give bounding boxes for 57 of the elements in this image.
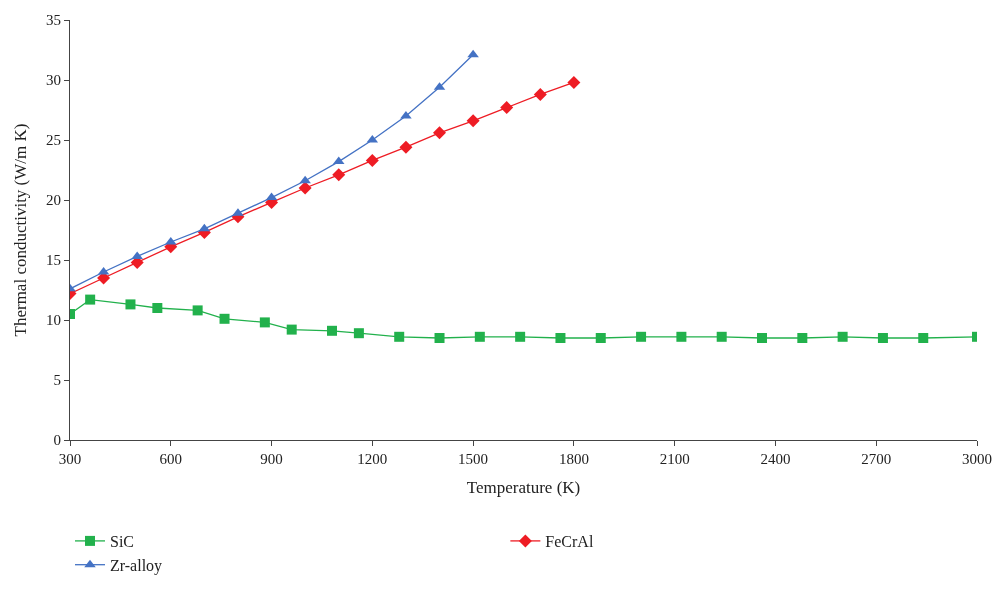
- point: [533, 87, 547, 101]
- point: [636, 331, 647, 342]
- x-tick-label: 2100: [659, 451, 690, 467]
- point: [500, 101, 514, 115]
- legend-label: Zr-alloy: [110, 556, 163, 575]
- y-tick-label: 5: [53, 372, 61, 389]
- point: [219, 313, 230, 324]
- point: [837, 331, 848, 342]
- y-tick-label: 0: [53, 432, 61, 449]
- legend-label: FeCrAl: [545, 533, 594, 551]
- point: [595, 333, 606, 343]
- point: [394, 331, 405, 342]
- point: [152, 303, 163, 313]
- y-tick-label: 35: [46, 12, 61, 29]
- point: [299, 175, 311, 184]
- y-tick-label: 25: [46, 132, 61, 149]
- point: [515, 331, 526, 342]
- point: [676, 331, 687, 342]
- x-tick-label: 300: [58, 451, 82, 467]
- x-tick-label: 2700: [861, 451, 892, 467]
- legend-label: SiC: [110, 533, 135, 551]
- point: [353, 328, 364, 339]
- point: [877, 333, 888, 343]
- point: [466, 114, 480, 128]
- point: [286, 324, 297, 335]
- point: [259, 317, 270, 328]
- y-tick-label: 15: [46, 252, 61, 269]
- y-tick-label: 10: [46, 312, 61, 329]
- point: [757, 333, 768, 343]
- y-axis-title: Thermal conductivity (W/m K): [10, 123, 30, 337]
- point: [125, 299, 136, 310]
- point: [434, 333, 445, 343]
- point: [433, 126, 447, 140]
- point: [332, 168, 346, 182]
- point: [467, 49, 479, 58]
- x-tick-label: 600: [159, 451, 183, 467]
- point: [567, 75, 581, 89]
- point: [797, 333, 808, 343]
- point: [399, 140, 413, 154]
- point: [474, 331, 485, 342]
- point: [298, 181, 312, 195]
- x-tick-label: 1200: [357, 451, 388, 467]
- x-tick-label: 1500: [458, 451, 489, 467]
- x-tick-label: 1800: [558, 451, 589, 467]
- x-tick-label: 900: [260, 451, 283, 467]
- point: [192, 305, 203, 316]
- point: [555, 333, 566, 343]
- point: [85, 294, 96, 305]
- x-tick-label: 3000: [962, 451, 992, 467]
- x-tick-label: 2400: [760, 451, 791, 467]
- point: [716, 331, 727, 342]
- point: [327, 325, 338, 336]
- x-axis-title: Temperature (K): [466, 478, 581, 498]
- y-tick-label: 20: [46, 192, 61, 209]
- point: [918, 333, 929, 343]
- point: [365, 153, 379, 167]
- y-tick-label: 30: [46, 72, 61, 89]
